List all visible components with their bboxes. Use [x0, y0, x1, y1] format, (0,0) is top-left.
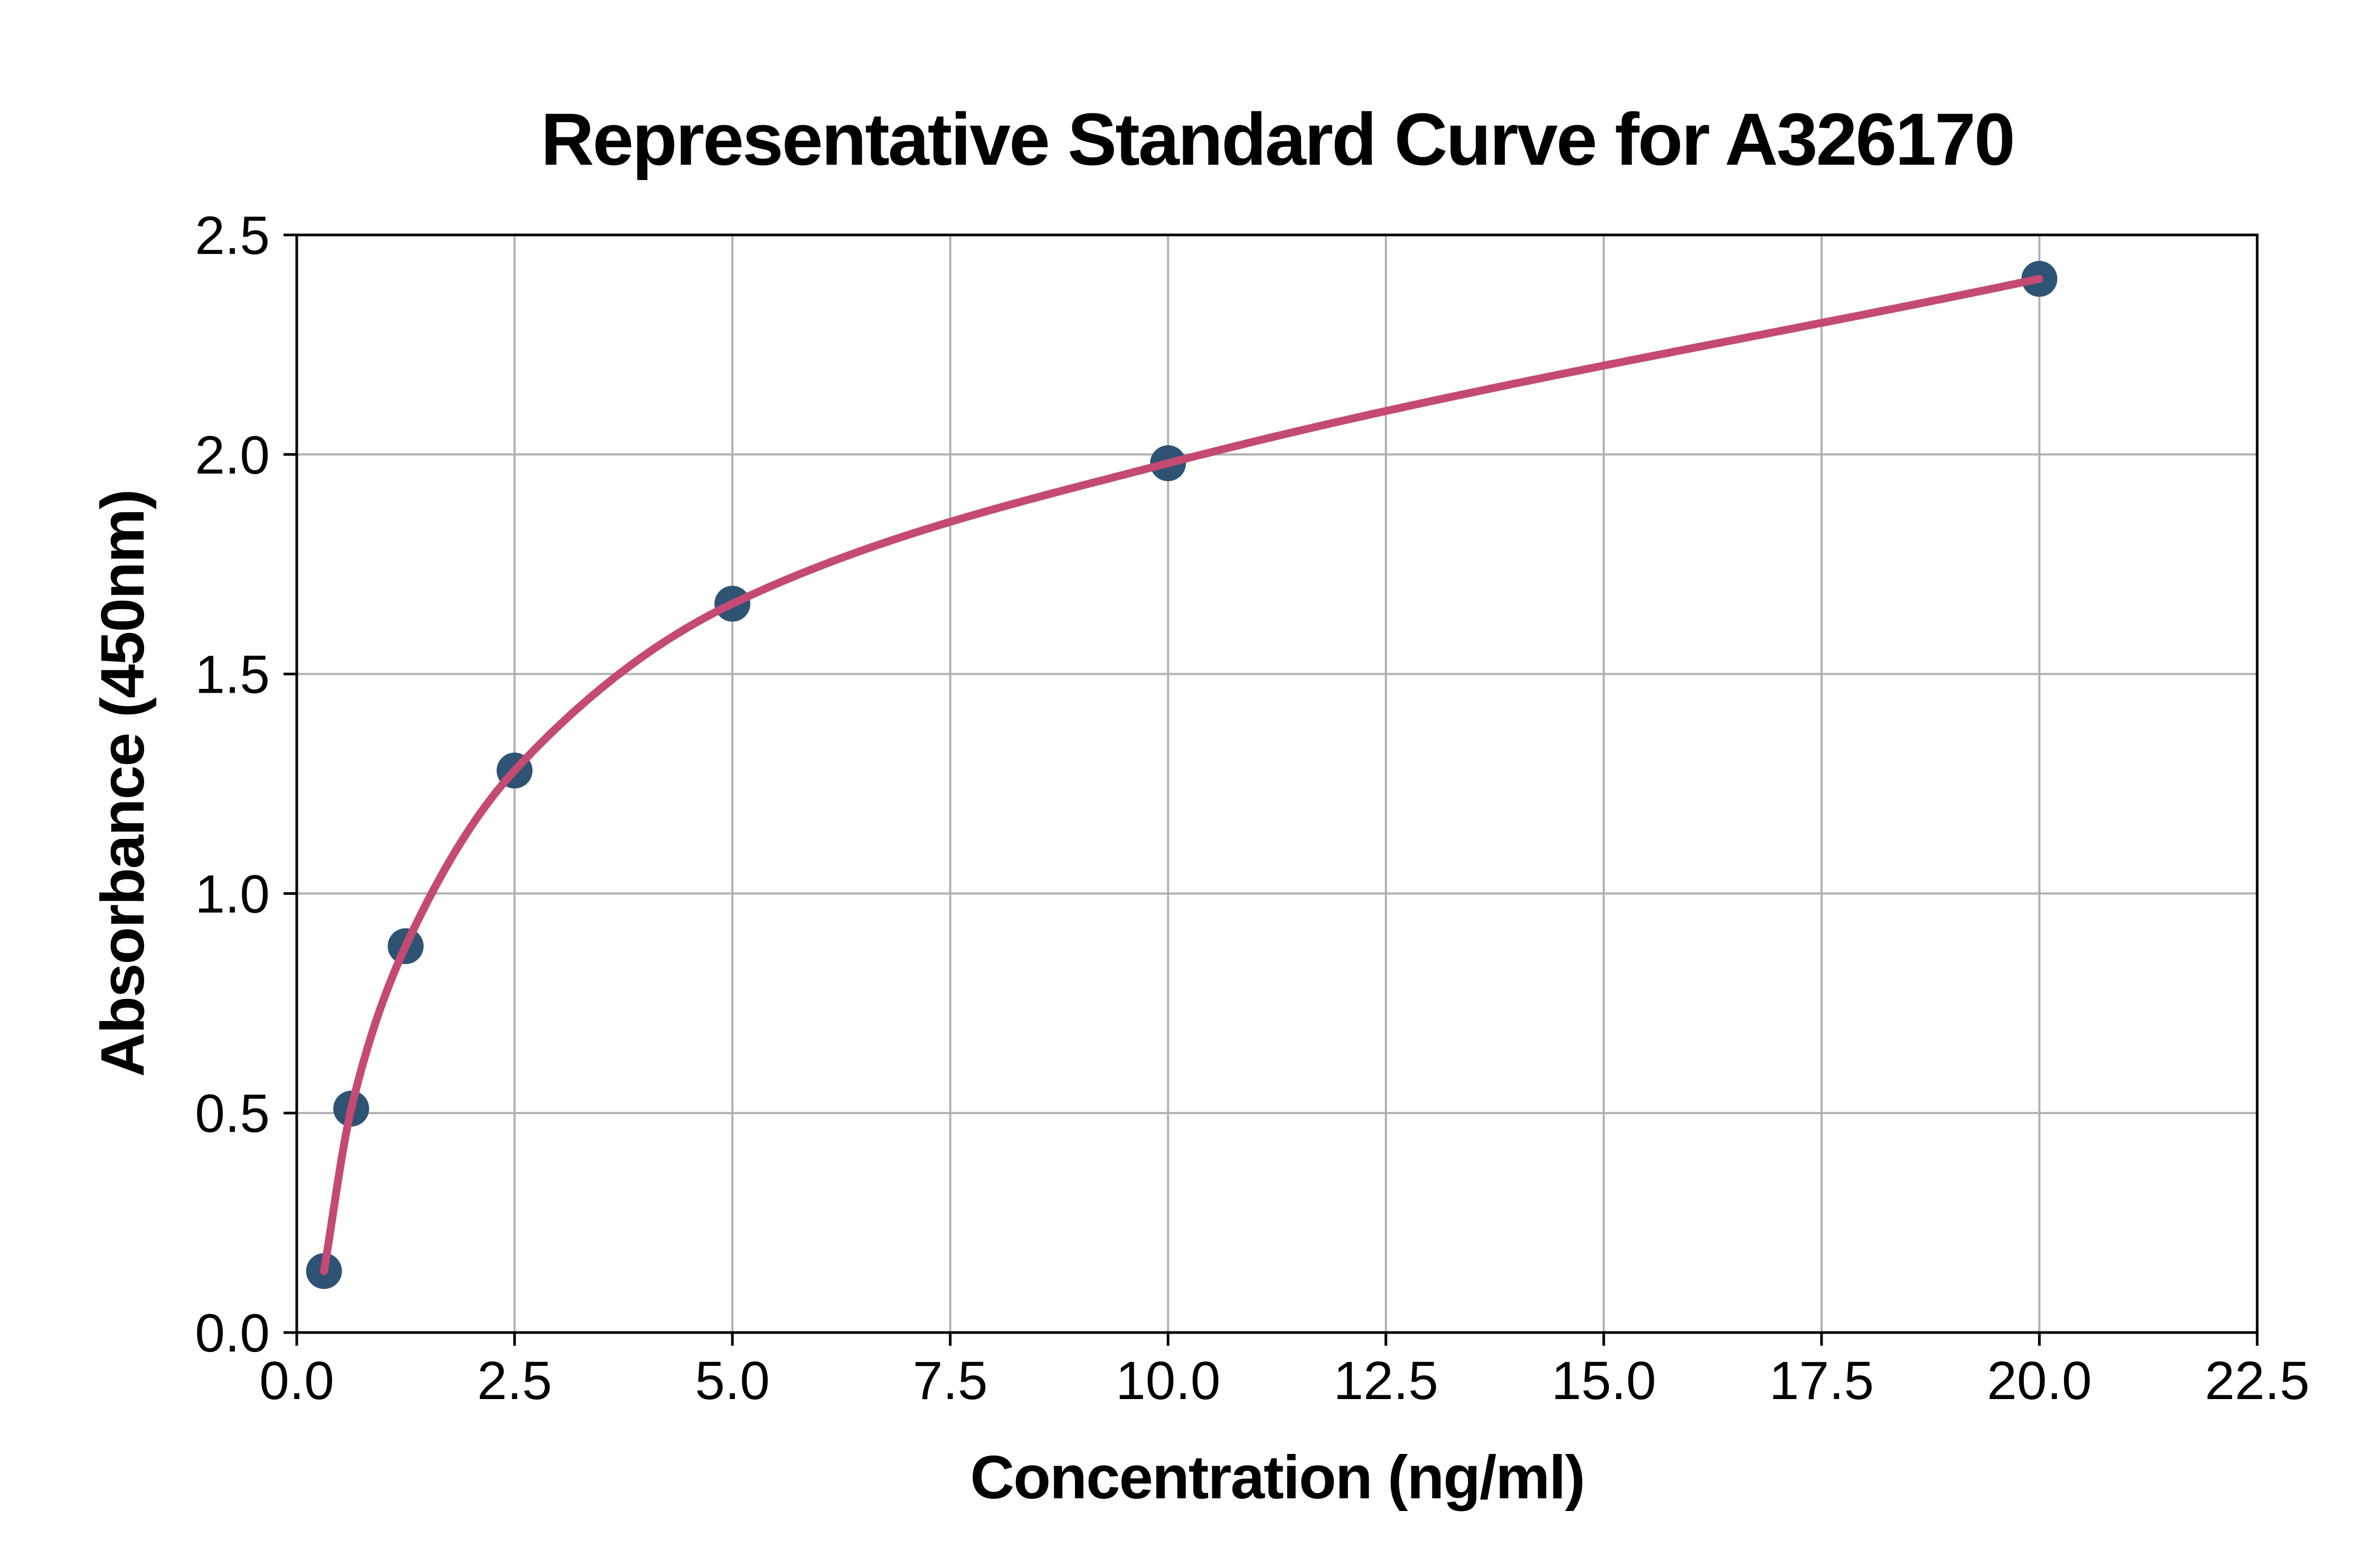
x-tick-label: 10.0 — [1116, 1350, 1221, 1411]
y-tick-label: 1.0 — [195, 864, 270, 924]
x-tick-label: 15.0 — [1551, 1350, 1656, 1411]
y-axis-label: Absorbance (450nm) — [88, 490, 157, 1076]
y-tick-label: 2.0 — [195, 425, 270, 485]
grid-layer — [296, 234, 2258, 1334]
x-tick-label: 12.5 — [1334, 1350, 1439, 1411]
x-axis-label: Concentration (ng/ml) — [970, 1443, 1584, 1512]
chart-title: Representative Standard Curve for A32617… — [541, 98, 2014, 181]
data-points-layer — [306, 261, 2058, 1289]
y-tick-label: 0.5 — [195, 1083, 270, 1144]
tick-marks-layer — [284, 233, 2259, 1346]
x-tick-label: 7.5 — [913, 1350, 988, 1411]
x-tick-label: 0.0 — [259, 1350, 334, 1411]
y-tick-label: 1.5 — [195, 645, 270, 705]
x-tick-label: 22.5 — [2205, 1350, 2310, 1411]
plot-frame — [295, 233, 2259, 1334]
fit-curve-line — [320, 275, 2043, 1276]
tick-labels-layer: 0.0 2.5 5.0 7.5 10.0 12.5 15.0 17.5 20.0 22.5 0.0 0… — [195, 205, 2309, 1411]
x-tick-label: 5.0 — [695, 1350, 770, 1411]
x-tick-label: 17.5 — [1769, 1350, 1874, 1411]
y-tick-label: 0.0 — [195, 1303, 270, 1363]
x-tick-label: 2.5 — [477, 1350, 552, 1411]
x-tick-label: 20.0 — [1987, 1350, 2092, 1411]
y-tick-label: 2.5 — [195, 205, 270, 266]
